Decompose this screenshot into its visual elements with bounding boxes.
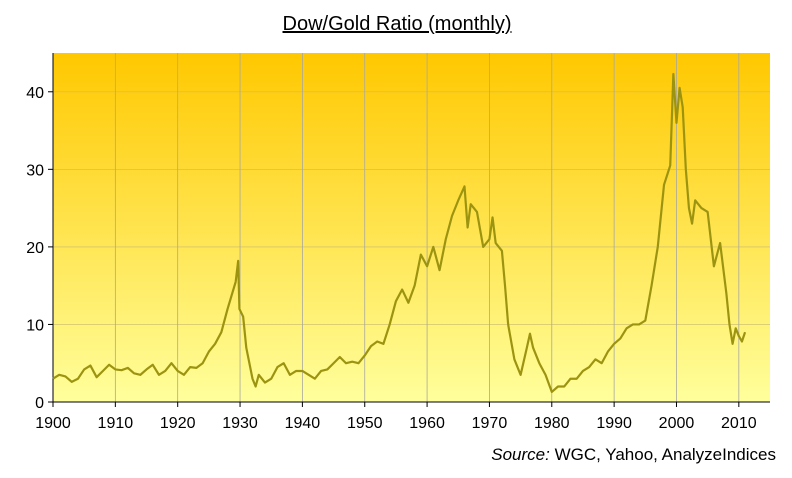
y-tick-label: 30 xyxy=(26,162,44,179)
x-tick-label: 1920 xyxy=(160,415,196,432)
x-tick-label: 1930 xyxy=(222,415,258,432)
x-tick-label: 1980 xyxy=(534,415,570,432)
x-tick-label: 1960 xyxy=(409,415,445,432)
x-tick-label: 1990 xyxy=(596,415,632,432)
y-tick-label: 10 xyxy=(26,317,44,334)
y-tick-label: 40 xyxy=(26,85,44,102)
y-tick-label: 0 xyxy=(35,395,44,412)
source-text: WGC, Yahoo, AnalyzeIndices xyxy=(555,445,776,464)
data-line xyxy=(52,72,747,394)
x-tick-label: 1970 xyxy=(472,415,508,432)
plot-area xyxy=(53,53,770,402)
chart-title: Dow/Gold Ratio (monthly) xyxy=(283,13,512,35)
x-tick-label: 1910 xyxy=(98,415,134,432)
x-tick-label: 2000 xyxy=(659,415,695,432)
source-label: Source: xyxy=(491,445,550,464)
x-tick-label: 1940 xyxy=(285,415,321,432)
x-tick-label: 2010 xyxy=(721,415,757,432)
x-tick-label: 1900 xyxy=(35,415,71,432)
x-tick-label: 1950 xyxy=(347,415,383,432)
source-note: Source: WGC, Yahoo, AnalyzeIndices xyxy=(491,445,776,464)
y-tick-label: 20 xyxy=(26,240,44,257)
